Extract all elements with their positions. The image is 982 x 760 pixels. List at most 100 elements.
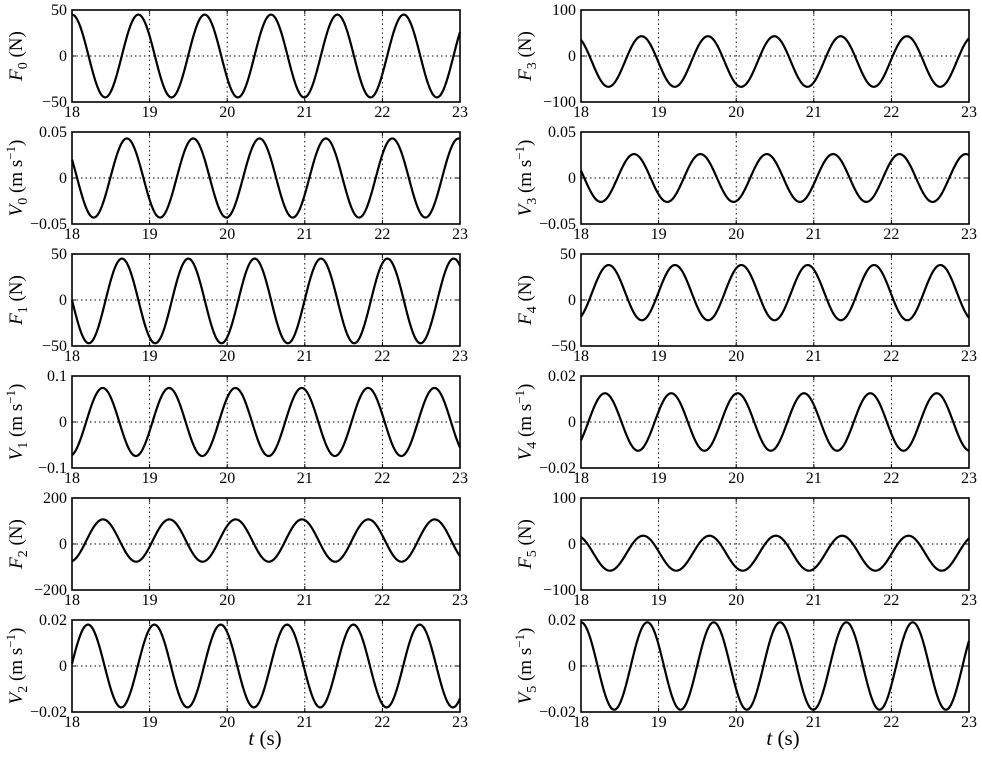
x-tick-label: 23 bbox=[961, 470, 977, 487]
x-tick-label: 18 bbox=[64, 714, 80, 731]
y-tick-label: 0 bbox=[568, 536, 576, 553]
y-tick-label: −0.1 bbox=[38, 460, 67, 477]
x-axis-label-right: t (s) bbox=[766, 726, 799, 750]
x-tick-label: 20 bbox=[219, 592, 235, 609]
y-tick-label: 0.1 bbox=[47, 368, 67, 385]
plot-frame bbox=[71, 131, 461, 225]
y-axis-label-F4: F4 (N) bbox=[515, 275, 540, 326]
series-line-V5 bbox=[580, 621, 971, 711]
x-tick-label: 23 bbox=[961, 714, 977, 731]
x-tick-label: 19 bbox=[142, 348, 158, 365]
y-tick-label: 50 bbox=[51, 2, 67, 19]
x-tick-label: 18 bbox=[64, 226, 80, 243]
y-tick-label: −0.02 bbox=[539, 460, 576, 477]
plot-frame bbox=[580, 9, 970, 103]
panels: 18 19 20 21 22 23 50 0 −50 F0 (N) 18 19 20 21 22 23 0.05… bbox=[3, 2, 977, 731]
y-tick-label: −0.05 bbox=[30, 216, 67, 233]
x-tick-label: 22 bbox=[883, 470, 899, 487]
series-line-V3 bbox=[580, 152, 970, 204]
x-tick-label: 21 bbox=[806, 226, 822, 243]
x-tick-label: 20 bbox=[728, 348, 744, 365]
series-line-F0 bbox=[71, 13, 462, 99]
x-tick-label: 22 bbox=[883, 592, 899, 609]
y-axis-label-V2: V2 (m s−1) bbox=[3, 628, 31, 705]
x-tick-label: 19 bbox=[651, 714, 667, 731]
plot-frame bbox=[71, 375, 461, 469]
x-tick-label: 20 bbox=[219, 714, 235, 731]
series-line-V0 bbox=[70, 137, 461, 219]
plot-frame bbox=[71, 497, 461, 591]
x-tick-label: 18 bbox=[573, 470, 589, 487]
y-tick-label: 0 bbox=[59, 170, 67, 187]
y-axis-label-F0: F0 (N) bbox=[6, 31, 31, 82]
y-tick-label: −100 bbox=[543, 582, 576, 599]
series-line-F2 bbox=[71, 518, 461, 563]
y-tick-label: −0.05 bbox=[539, 216, 576, 233]
x-tick-label: 18 bbox=[573, 226, 589, 243]
y-axis-label-V1: V1 (m s−1) bbox=[3, 384, 31, 461]
x-tick-label: 19 bbox=[142, 104, 158, 121]
plot-frame bbox=[580, 253, 970, 347]
x-axis-label-left: t (s) bbox=[248, 726, 281, 750]
x-tick-label: 20 bbox=[219, 226, 235, 243]
x-tick-label: 21 bbox=[297, 470, 313, 487]
x-tick-label: 23 bbox=[452, 714, 468, 731]
x-tick-label: 20 bbox=[728, 470, 744, 487]
plot-frame bbox=[71, 619, 461, 713]
x-tick-label: 23 bbox=[452, 226, 468, 243]
y-tick-label: 0 bbox=[59, 658, 67, 675]
y-tick-label: 0.05 bbox=[39, 124, 67, 141]
plot-frame bbox=[580, 619, 970, 713]
series-line-V2 bbox=[70, 623, 462, 709]
y-tick-label: 0 bbox=[568, 292, 576, 309]
series-line-V1 bbox=[71, 386, 462, 458]
y-tick-label: −100 bbox=[543, 94, 576, 111]
x-tick-label: 18 bbox=[573, 592, 589, 609]
x-tick-label: 21 bbox=[806, 592, 822, 609]
y-axis-label-V0: V0 (m s−1) bbox=[3, 140, 31, 217]
y-tick-label: 0 bbox=[568, 414, 576, 431]
y-tick-label: 0.02 bbox=[39, 612, 67, 629]
y-axis-label-F5: F5 (N) bbox=[515, 519, 540, 570]
y-tick-label: 100 bbox=[552, 490, 576, 507]
x-tick-label: 19 bbox=[142, 592, 158, 609]
y-tick-label: 100 bbox=[552, 2, 576, 19]
x-tick-label: 22 bbox=[374, 104, 390, 121]
x-tick-label: 22 bbox=[374, 348, 390, 365]
y-tick-label: 200 bbox=[43, 490, 67, 507]
x-tick-label: 19 bbox=[651, 104, 667, 121]
panel-F1: 18 19 20 21 22 23 50 0 −50 F1 (N) bbox=[6, 246, 468, 365]
y-tick-label: 0 bbox=[59, 48, 67, 65]
x-tick-label: 18 bbox=[573, 348, 589, 365]
x-tick-label: 18 bbox=[64, 348, 80, 365]
x-tick-label: 19 bbox=[651, 592, 667, 609]
x-tick-label: 22 bbox=[883, 348, 899, 365]
x-tick-label: 23 bbox=[961, 104, 977, 121]
x-tick-label: 23 bbox=[961, 592, 977, 609]
y-tick-label: 0 bbox=[568, 658, 576, 675]
y-tick-label: −50 bbox=[42, 94, 67, 111]
y-tick-label: −200 bbox=[34, 582, 67, 599]
x-tick-label: 20 bbox=[219, 104, 235, 121]
y-tick-label: 50 bbox=[51, 246, 67, 263]
y-tick-label: −0.02 bbox=[30, 704, 67, 721]
x-tick-label: 22 bbox=[883, 226, 899, 243]
series-line-F3 bbox=[580, 35, 970, 88]
x-tick-label: 22 bbox=[374, 592, 390, 609]
panel-V1: 18 19 20 21 22 23 0.1 0 −0.1 V1 (m s−1) bbox=[3, 368, 468, 487]
y-tick-label: −50 bbox=[42, 338, 67, 355]
y-tick-label: 0 bbox=[59, 536, 67, 553]
x-tick-label: 20 bbox=[728, 226, 744, 243]
y-tick-label: 0.02 bbox=[548, 612, 576, 629]
plot-frame bbox=[580, 375, 970, 469]
y-tick-label: 0 bbox=[59, 292, 67, 309]
x-tick-label: 21 bbox=[297, 348, 313, 365]
x-tick-label: 21 bbox=[806, 470, 822, 487]
series-line-F1 bbox=[70, 257, 461, 345]
x-tick-label: 23 bbox=[452, 348, 468, 365]
